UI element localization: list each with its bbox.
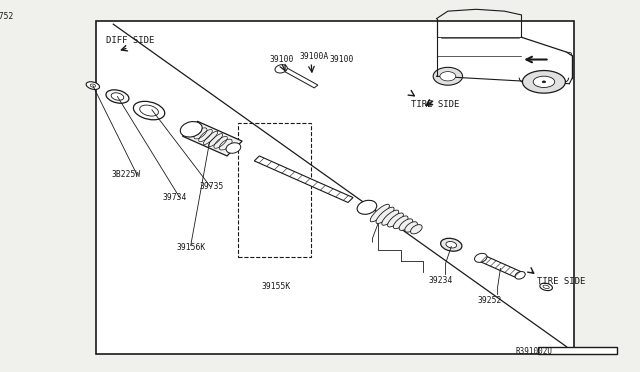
Ellipse shape xyxy=(29,56,45,65)
Ellipse shape xyxy=(446,241,456,248)
Ellipse shape xyxy=(226,143,241,153)
Ellipse shape xyxy=(140,105,159,116)
Ellipse shape xyxy=(106,90,129,103)
Ellipse shape xyxy=(405,222,417,232)
Text: DIFF SIDE: DIFF SIDE xyxy=(106,36,154,45)
Ellipse shape xyxy=(399,219,413,230)
Polygon shape xyxy=(538,347,618,354)
Polygon shape xyxy=(254,156,353,202)
Ellipse shape xyxy=(275,65,287,73)
Text: 39734: 39734 xyxy=(163,193,187,202)
Ellipse shape xyxy=(515,272,525,279)
Ellipse shape xyxy=(90,84,95,87)
Text: 39100: 39100 xyxy=(270,55,294,64)
Text: 39752: 39752 xyxy=(0,12,14,21)
Text: 39252: 39252 xyxy=(478,296,502,305)
Ellipse shape xyxy=(133,101,164,120)
Polygon shape xyxy=(477,254,524,279)
Ellipse shape xyxy=(542,81,546,83)
Ellipse shape xyxy=(440,72,456,81)
Ellipse shape xyxy=(111,93,124,100)
Text: TIRE SIDE: TIRE SIDE xyxy=(411,100,460,109)
Ellipse shape xyxy=(86,82,100,90)
Polygon shape xyxy=(182,121,242,156)
Text: 39156K: 39156K xyxy=(177,243,206,252)
Ellipse shape xyxy=(474,253,487,262)
Ellipse shape xyxy=(49,65,63,74)
Ellipse shape xyxy=(382,210,399,225)
Text: TIRE SIDE: TIRE SIDE xyxy=(537,277,586,286)
Text: R391002U: R391002U xyxy=(515,347,552,356)
Ellipse shape xyxy=(357,200,377,214)
FancyBboxPatch shape xyxy=(97,21,574,354)
Text: 39735: 39735 xyxy=(199,182,223,190)
Text: 39155K: 39155K xyxy=(261,282,291,291)
Text: 39234: 39234 xyxy=(429,276,453,285)
Ellipse shape xyxy=(394,216,408,229)
Ellipse shape xyxy=(388,213,403,227)
Text: 3B225W: 3B225W xyxy=(111,170,141,179)
Text: 39100: 39100 xyxy=(329,55,353,64)
Ellipse shape xyxy=(522,71,565,93)
Ellipse shape xyxy=(180,122,202,137)
Ellipse shape xyxy=(440,238,462,251)
Ellipse shape xyxy=(433,67,463,85)
Ellipse shape xyxy=(543,285,549,289)
Ellipse shape xyxy=(8,46,26,58)
Polygon shape xyxy=(284,68,318,88)
Ellipse shape xyxy=(410,225,422,234)
Ellipse shape xyxy=(533,76,555,87)
Ellipse shape xyxy=(540,283,552,291)
Ellipse shape xyxy=(370,204,389,222)
Text: 39100A: 39100A xyxy=(300,52,328,61)
Ellipse shape xyxy=(22,52,51,70)
Ellipse shape xyxy=(376,207,394,224)
Polygon shape xyxy=(11,46,63,76)
